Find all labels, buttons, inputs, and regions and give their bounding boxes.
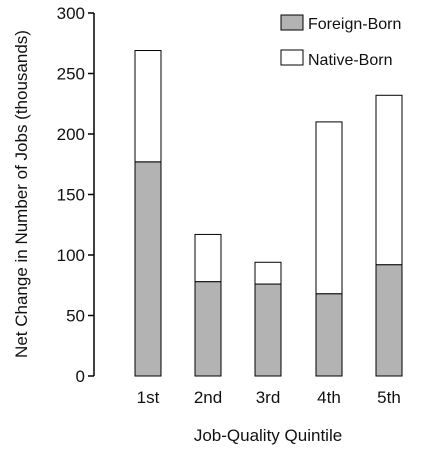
bar-3rd-foreign-born bbox=[254, 283, 282, 377]
legend-swatch-foreign-born bbox=[280, 14, 304, 31]
y-tick-label-50: 50 bbox=[66, 307, 85, 326]
y-tick-label-100: 100 bbox=[57, 246, 85, 265]
legend-swatch-native-born bbox=[280, 49, 304, 66]
y-tick-label-150: 150 bbox=[57, 186, 85, 205]
bar-4th-native-born bbox=[315, 121, 343, 295]
bar-5th-foreign-born bbox=[375, 264, 403, 377]
x-axis-ticks: 1st 2nd 3rd 4th 5th bbox=[137, 388, 401, 407]
y-tick-label-0: 0 bbox=[76, 367, 85, 386]
x-tick-label-3rd: 3rd bbox=[256, 388, 281, 407]
bar-3rd-native-born bbox=[254, 261, 282, 285]
bar-2nd-foreign-born bbox=[194, 281, 222, 377]
legend-label-native-born: Native-Born bbox=[308, 52, 392, 69]
y-tick-label-200: 200 bbox=[57, 125, 85, 144]
bar-1st-native-born bbox=[134, 50, 162, 163]
legend-label-foreign-born: Foreign-Born bbox=[308, 16, 401, 33]
x-axis-label: Job-Quality Quintile bbox=[194, 426, 342, 445]
legend: Foreign-Born Native-Born bbox=[280, 14, 401, 69]
x-tick-label-1st: 1st bbox=[137, 388, 160, 407]
x-tick-label-5th: 5th bbox=[377, 388, 401, 407]
x-tick-label-2nd: 2nd bbox=[194, 388, 222, 407]
plot-area bbox=[134, 50, 403, 377]
bar-4th-foreign-born bbox=[315, 293, 343, 377]
y-tick-label-300: 300 bbox=[57, 4, 85, 23]
bar-1st-foreign-born bbox=[134, 161, 162, 377]
x-tick-label-4th: 4th bbox=[317, 388, 341, 407]
bar-2nd-native-born bbox=[194, 233, 222, 283]
y-axis-label: Net Change in Number of Jobs (thousands) bbox=[12, 30, 31, 358]
y-tick-label-250: 250 bbox=[57, 65, 85, 84]
bar-5th-native-born bbox=[375, 94, 403, 266]
y-axis-ticks: 0 50 100 150 200 250 300 bbox=[57, 4, 94, 386]
